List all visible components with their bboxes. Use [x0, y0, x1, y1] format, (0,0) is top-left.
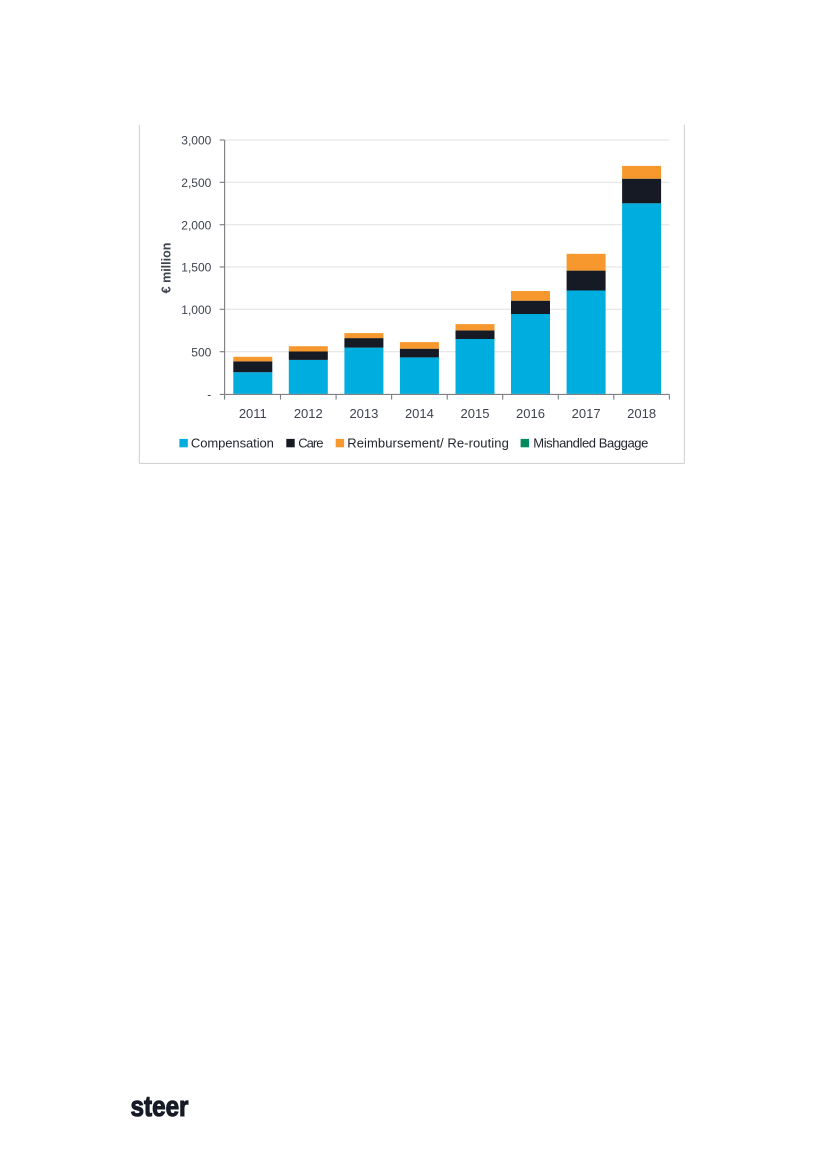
svg-text:-: - — [207, 388, 211, 402]
svg-text:Compensation: Compensation — [191, 436, 274, 451]
svg-text:Reimbursement/ Re-routing: Reimbursement/ Re-routing — [347, 436, 509, 451]
svg-text:3,000: 3,000 — [181, 134, 211, 148]
svg-text:2011: 2011 — [239, 406, 267, 421]
svg-text:2,500: 2,500 — [181, 176, 211, 190]
svg-text:2017: 2017 — [572, 406, 601, 421]
svg-text:500: 500 — [191, 345, 211, 359]
svg-text:Mishandled Baggage: Mishandled Baggage — [533, 436, 648, 451]
svg-text:1,000: 1,000 — [181, 303, 211, 317]
svg-text:2013: 2013 — [349, 406, 378, 421]
svg-text:2012: 2012 — [294, 406, 323, 421]
svg-text:steer: steer — [131, 1091, 189, 1123]
svg-text:2016: 2016 — [516, 406, 545, 421]
svg-text:€ million: € million — [160, 243, 174, 294]
svg-text:2,000: 2,000 — [181, 218, 211, 232]
svg-text:2018: 2018 — [627, 406, 656, 421]
svg-text:Care: Care — [298, 436, 323, 451]
svg-text:2014: 2014 — [405, 406, 434, 421]
svg-text:2015: 2015 — [461, 406, 490, 421]
svg-text:1,500: 1,500 — [181, 261, 211, 275]
